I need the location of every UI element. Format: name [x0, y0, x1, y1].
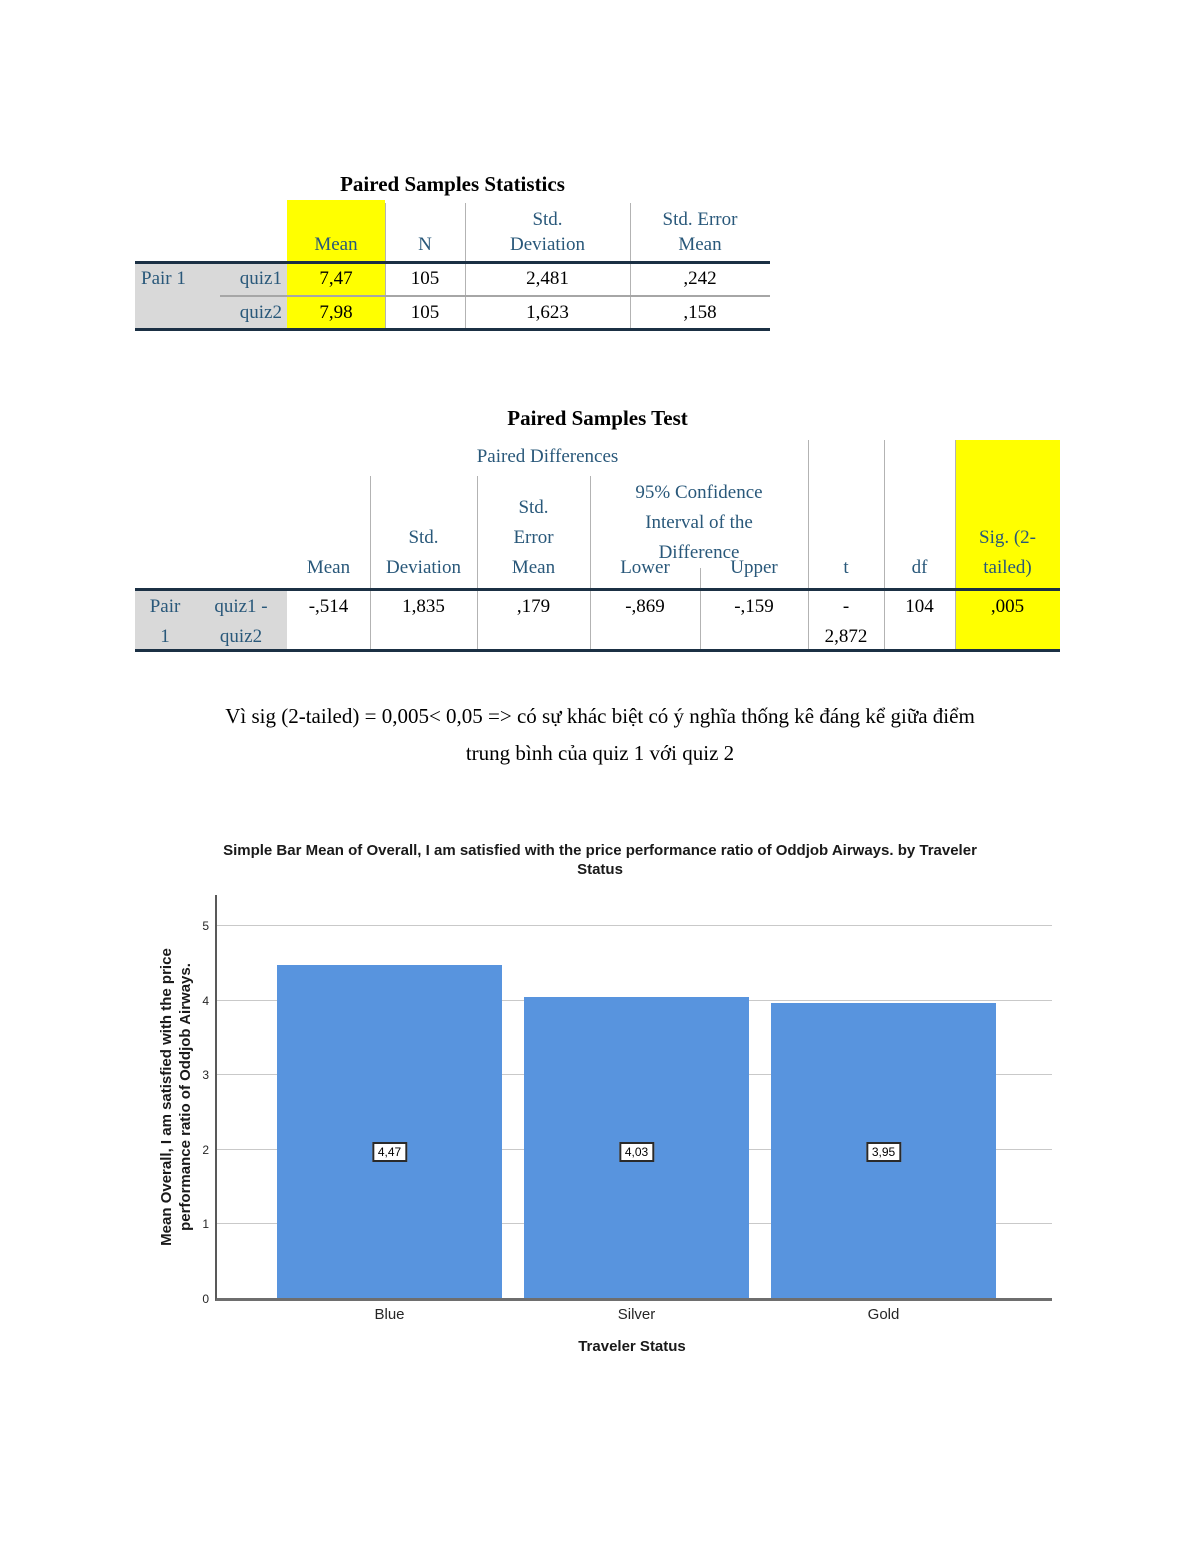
value-mean: -,514	[308, 596, 349, 617]
col-header-t: t	[843, 557, 849, 578]
bar-value-label: 4,03	[618, 1142, 655, 1162]
value-lower: -,869	[625, 596, 665, 617]
bar-value-label: 3,95	[865, 1142, 902, 1162]
table-border	[135, 649, 1060, 652]
value-n: 105	[410, 302, 440, 323]
spanner-paired-differences: Paired Differences	[476, 446, 619, 467]
value-std-error-mean: ,179	[516, 596, 551, 617]
column-divider	[955, 440, 956, 650]
row-label-pair: Pair 1	[141, 268, 186, 289]
y-tick-label: 2	[202, 1142, 209, 1157]
value-mean: 7,98	[319, 302, 353, 323]
column-divider	[700, 568, 701, 650]
table-border	[135, 261, 770, 264]
value-std-error-mean: ,242	[683, 268, 717, 289]
column-divider	[884, 440, 885, 650]
column-divider	[808, 440, 809, 650]
x-tick-label: Gold	[867, 1306, 900, 1323]
column-divider	[465, 203, 466, 331]
column-divider	[590, 476, 591, 650]
value-std-deviation: 1,623	[526, 302, 569, 323]
value-t: - 2,872	[824, 596, 868, 647]
col-header-mean: Mean	[314, 234, 358, 255]
x-tick-label: Silver	[617, 1306, 656, 1323]
chart-title: Simple Bar Mean of Overall, I am satisfi…	[223, 842, 977, 878]
row-label-pair: Pair 1	[149, 596, 181, 647]
value-upper: -,159	[734, 596, 774, 617]
row-divider	[220, 295, 770, 297]
column-divider	[477, 476, 478, 650]
y-tick-label: 4	[202, 993, 209, 1008]
col-header-n: N	[418, 234, 432, 255]
bar-value-label: 4,47	[371, 1142, 408, 1162]
y-tick-label: 3	[202, 1068, 209, 1083]
paired-samples-test-table: Paired Differences 95% Confidence Interv…	[135, 440, 1060, 652]
value-mean: 7,47	[319, 268, 353, 289]
plot-area: 0 1 2 3 4 5 4,47 Blue 4,03 Silver 3,95 Gold	[202, 895, 1052, 1323]
row-label-variable: quiz1	[239, 268, 282, 289]
value-sig: ,005	[990, 596, 1025, 617]
row-label-background	[135, 590, 287, 652]
value-df: 104	[905, 596, 934, 617]
col-header-std-error-mean: Std. Error Mean	[662, 209, 738, 255]
col-header-df: df	[911, 557, 928, 578]
value-std-deviation: 2,481	[526, 268, 569, 289]
column-divider	[370, 476, 371, 650]
spanner-confidence-interval: 95% Confidence Interval of the Differenc…	[635, 482, 763, 563]
x-axis-title: Traveler Status	[578, 1338, 686, 1355]
value-n: 105	[410, 268, 440, 289]
conclusion-line-1: Vì sig (2-tailed) = 0,005< 0,05 => có sự…	[225, 704, 975, 728]
highlight-sig-column	[955, 440, 1060, 652]
table-border	[135, 328, 770, 331]
y-tick-label: 5	[202, 919, 209, 933]
conclusion-text: Vì sig (2-tailed) = 0,005< 0,05 => có sự…	[100, 698, 1100, 772]
col-header-upper: Upper	[730, 557, 778, 578]
y-axis-label: Mean Overall, I am satisfied with the pr…	[158, 948, 194, 1246]
column-divider	[630, 203, 631, 331]
highlight-mean-column	[287, 200, 385, 331]
col-header-sig: Sig. (2- tailed)	[979, 527, 1036, 578]
table-border	[135, 588, 1060, 591]
row-label-variable: quiz2	[239, 302, 282, 323]
table1-title: Paired Samples Statistics	[340, 172, 565, 196]
gridline	[217, 925, 1052, 926]
col-header-std-deviation: Std. Deviation	[386, 527, 461, 578]
value-std-deviation: 1,835	[402, 596, 445, 617]
y-tick-label: 1	[202, 1217, 209, 1232]
y-tick-label: 0	[202, 1292, 209, 1306]
x-tick-label: Blue	[374, 1306, 405, 1323]
bar-blue	[277, 964, 502, 1298]
col-header-std-error-mean: Std. Error Mean	[511, 497, 556, 578]
conclusion-line-2: trung bình của quiz 1 với quiz 2	[465, 741, 735, 765]
value-std-error-mean: ,158	[683, 302, 717, 323]
col-header-mean: Mean	[306, 557, 351, 578]
row-label-variable: quiz1 - quiz2	[214, 596, 268, 647]
paired-samples-statistics-table: Mean N Std. Deviation Std. Error Mean Pa…	[135, 200, 770, 331]
col-header-std-deviation: Std. Deviation	[510, 209, 585, 255]
col-header-lower: Lower	[620, 557, 670, 578]
table2-title: Paired Samples Test	[507, 406, 688, 430]
column-divider	[385, 203, 386, 331]
